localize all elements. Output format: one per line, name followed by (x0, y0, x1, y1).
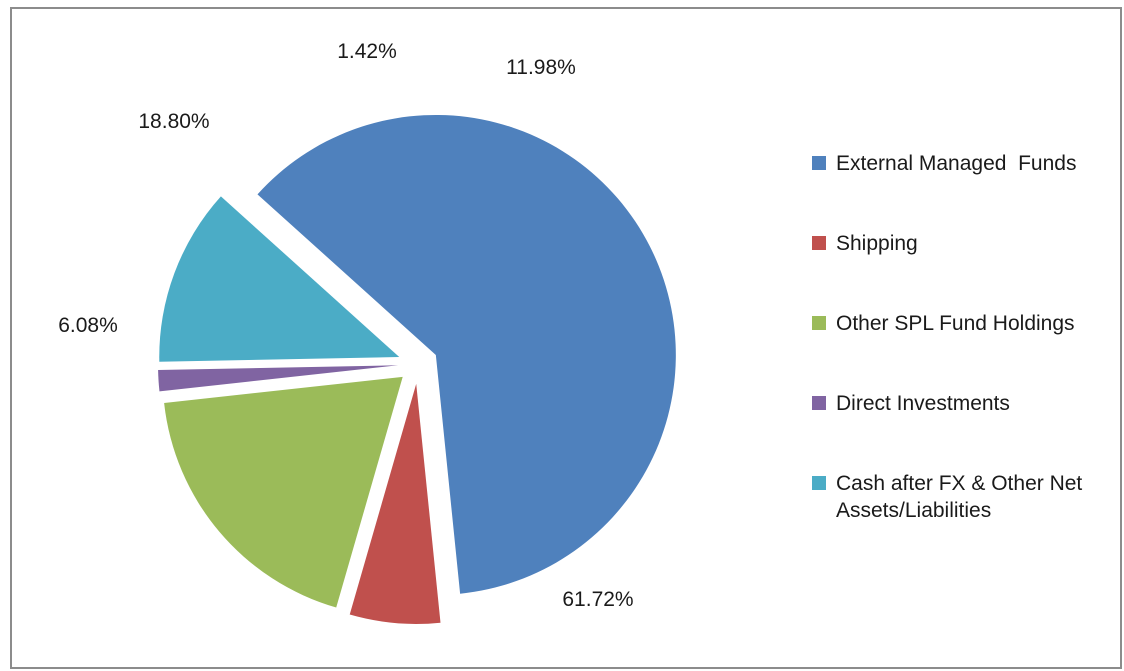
legend-label-shipping: Shipping (836, 232, 918, 255)
legend-item-direct-investments: Direct Investments (812, 390, 1122, 417)
legend-swatch-cash-after-fx (812, 476, 826, 490)
pie-slice-other-spl-fund-holdings (164, 376, 403, 608)
legend-swatch-shipping (812, 236, 826, 250)
legend-label-cash-after-fx: Cash after FX & Other Net Assets/Liabili… (836, 472, 1083, 522)
data-label-cash-after-fx: 11.98% (506, 56, 576, 79)
legend-swatch-external-managed-funds (812, 156, 826, 170)
legend-swatch-other-spl-fund-holdings (812, 316, 826, 330)
pie-slice-direct-investments (158, 365, 399, 392)
data-label-other-spl-fund-holdings: 18.80% (138, 110, 209, 133)
legend: External Managed Funds Shipping Other SP… (812, 150, 1122, 524)
data-label-direct-investments: 1.42% (337, 40, 397, 63)
legend-item-shipping: Shipping (812, 230, 1122, 257)
legend-label-other-spl-fund-holdings: Other SPL Fund Holdings (836, 312, 1075, 335)
legend-item-external-managed-funds: External Managed Funds (812, 150, 1122, 177)
data-label-shipping: 6.08% (58, 314, 118, 337)
pie-slice-external-managed-funds (257, 114, 676, 594)
legend-item-cash-after-fx: Cash after FX & Other Net Assets/Liabili… (812, 470, 1124, 524)
legend-label-external-managed-funds: External Managed Funds (836, 152, 1077, 175)
data-label-external-managed-funds: 61.72% (562, 588, 633, 611)
pie-slice-cash-after-fx (159, 196, 400, 362)
legend-swatch-direct-investments (812, 396, 826, 410)
pie-slice-shipping (349, 383, 441, 624)
legend-label-direct-investments: Direct Investments (836, 392, 1010, 415)
legend-item-other-spl-fund-holdings: Other SPL Fund Holdings (812, 310, 1122, 337)
